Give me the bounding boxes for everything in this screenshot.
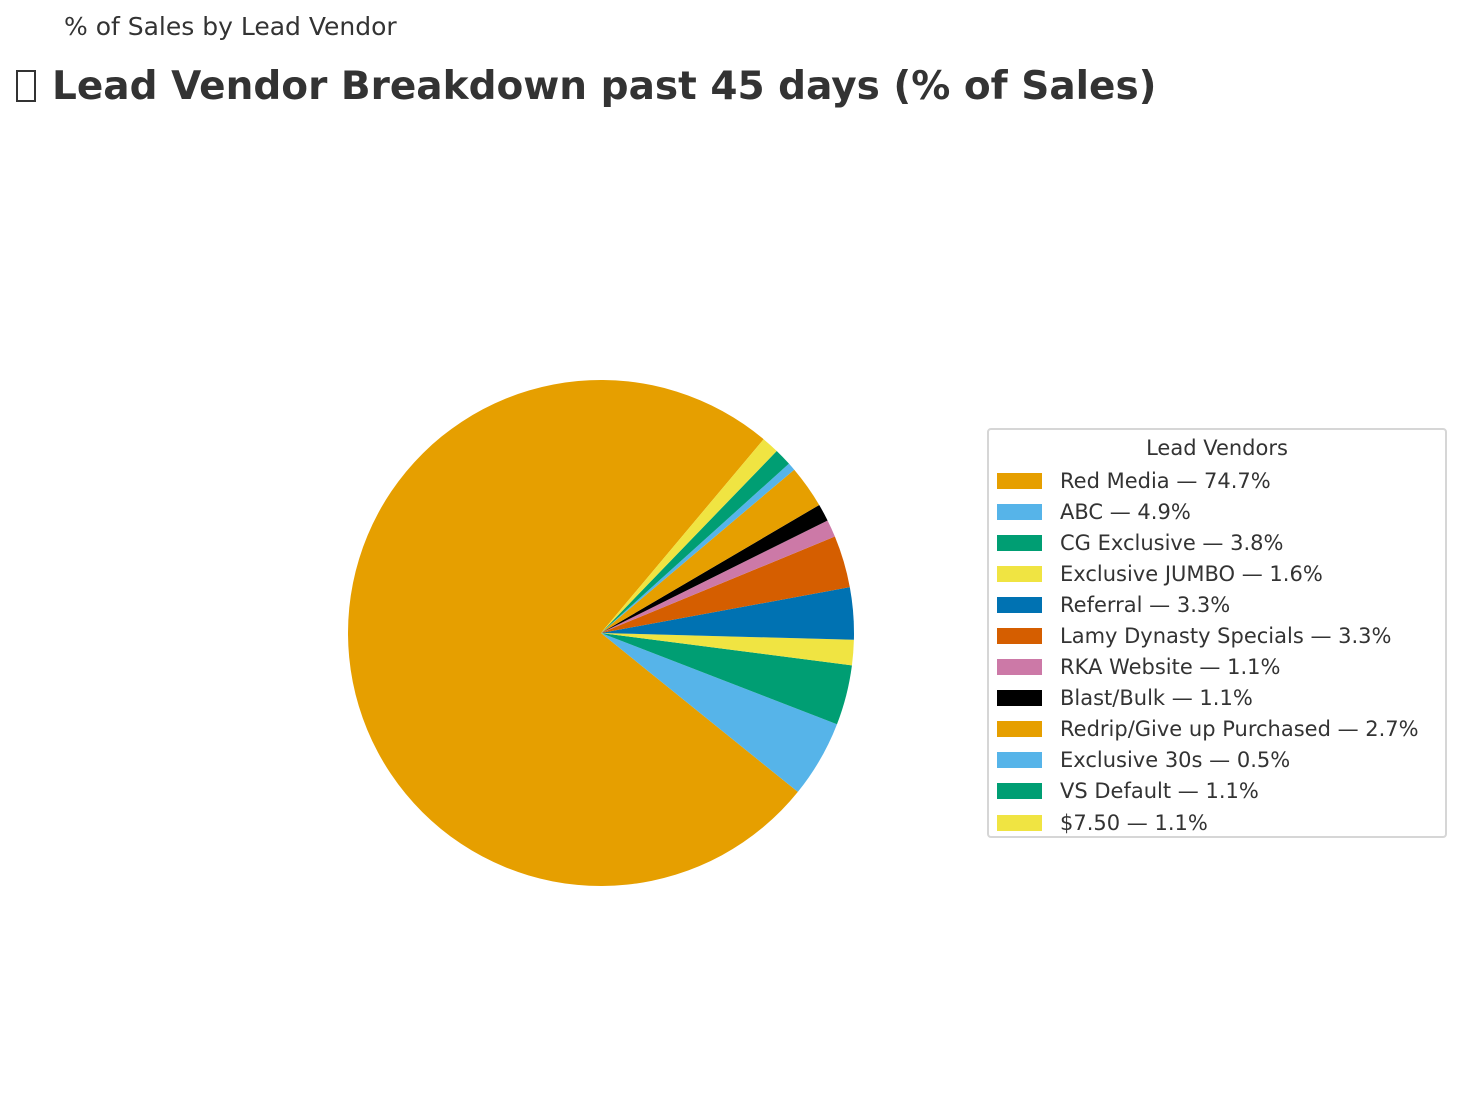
pie-slice xyxy=(601,463,795,633)
pie-slice xyxy=(601,587,855,640)
legend-label: CG Exclusive — 3.8% xyxy=(1060,530,1284,555)
legend-item: CG Exclusive — 3.8% xyxy=(997,527,1441,558)
legend-item: $7.50 — 1.1% xyxy=(997,807,1441,838)
legend-item: Lamy Dynasty Specials — 3.3% xyxy=(997,620,1441,651)
pie-slice xyxy=(601,633,854,666)
chart-title: Lead Vendor Breakdown past 45 days (% of… xyxy=(52,64,1157,109)
pie-slice xyxy=(601,504,828,633)
chart-icon xyxy=(16,70,36,102)
legend-label: $7.50 — 1.1% xyxy=(1060,810,1208,835)
pie-slice xyxy=(601,633,852,725)
legend-item: Blast/Bulk — 1.1% xyxy=(997,683,1441,714)
legend-swatch xyxy=(997,628,1042,645)
legend-swatch xyxy=(997,690,1042,707)
pie-slice xyxy=(601,633,837,792)
legend-item: Redrip/Give up Purchased — 2.7% xyxy=(997,714,1441,745)
legend: Lead Vendors Red Media — 74.7% ABC — 4.9%… xyxy=(987,428,1447,838)
legend-label: Redrip/Give up Purchased — 2.7% xyxy=(1060,717,1419,742)
legend-swatch xyxy=(997,752,1042,769)
pie-slice xyxy=(601,450,789,633)
legend-item: Exclusive JUMBO — 1.6% xyxy=(997,558,1441,589)
legend-item: ABC — 4.9% xyxy=(997,496,1441,527)
legend-swatch xyxy=(997,659,1042,676)
legend-label: Exclusive JUMBO — 1.6% xyxy=(1060,561,1323,586)
pie-slice xyxy=(601,536,850,633)
legend-item: VS Default — 1.1% xyxy=(997,776,1441,807)
legend-swatch xyxy=(997,721,1042,738)
legend-title: Lead Vendors xyxy=(1146,436,1288,460)
pie-slice xyxy=(601,439,777,633)
legend-items: Red Media — 74.7% ABC — 4.9% CG Exclusive … xyxy=(997,465,1441,838)
legend-swatch xyxy=(997,565,1042,582)
legend-label: Red Media — 74.7% xyxy=(1060,468,1271,493)
pie-slice xyxy=(601,469,820,633)
legend-swatch xyxy=(997,596,1042,613)
legend-label: Blast/Bulk — 1.1% xyxy=(1060,686,1253,711)
legend-item: Referral — 3.3% xyxy=(997,589,1441,620)
legend-label: Lamy Dynasty Specials — 3.3% xyxy=(1060,624,1392,649)
pie-slice xyxy=(347,379,798,886)
legend-item: Exclusive 30s — 0.5% xyxy=(997,745,1441,776)
legend-swatch xyxy=(997,534,1042,551)
legend-label: Referral — 3.3% xyxy=(1060,592,1231,617)
legend-label: RKA Website — 1.1% xyxy=(1060,655,1281,680)
legend-swatch xyxy=(997,472,1042,489)
legend-label: Exclusive 30s — 0.5% xyxy=(1060,748,1291,773)
legend-swatch xyxy=(997,503,1042,520)
chart-subtitle: % of Sales by Lead Vendor xyxy=(64,12,397,41)
legend-swatch xyxy=(997,814,1042,831)
legend-item: RKA Website — 1.1% xyxy=(997,652,1441,683)
page-title: Lead Vendor Breakdown past 45 days (% of… xyxy=(16,64,1157,110)
legend-label: VS Default — 1.1% xyxy=(1060,779,1259,804)
legend-item: Red Media — 74.7% xyxy=(997,465,1441,496)
pie-slice xyxy=(601,520,835,633)
legend-swatch xyxy=(997,783,1042,800)
legend-label: ABC — 4.9% xyxy=(1060,499,1191,524)
